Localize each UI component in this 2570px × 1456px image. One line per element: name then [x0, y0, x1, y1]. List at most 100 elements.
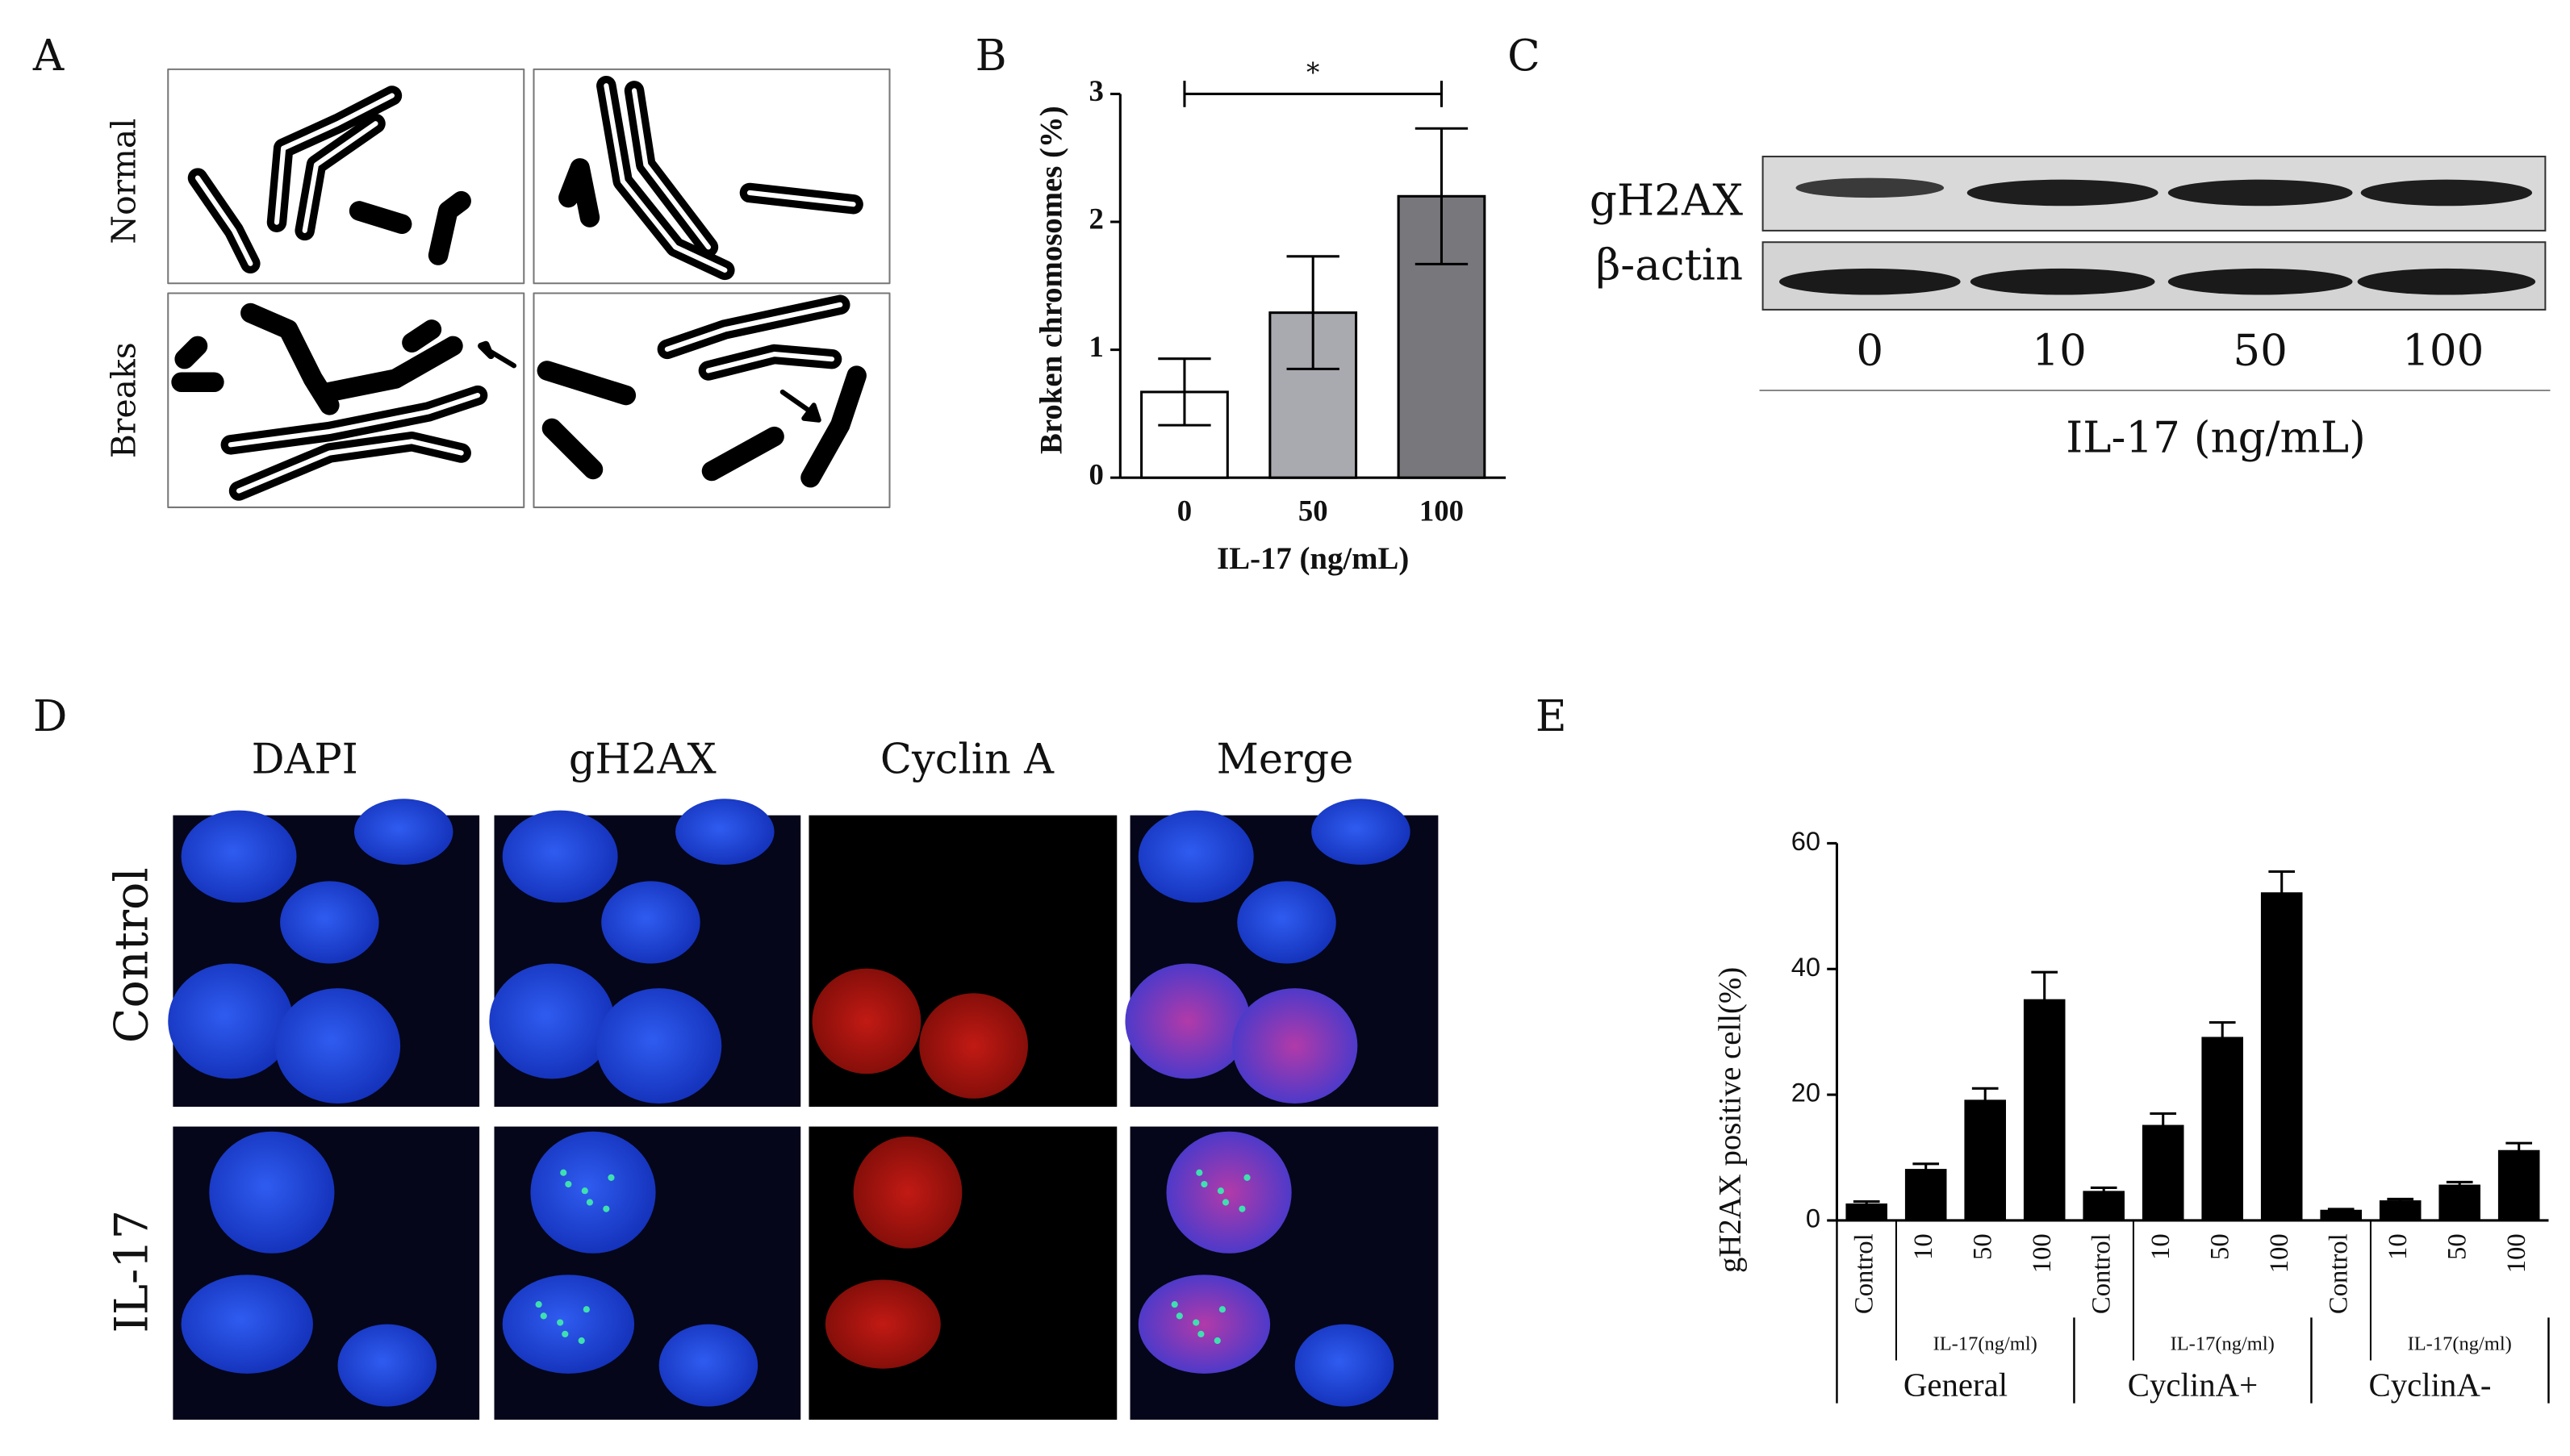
lane-label: 10: [2032, 326, 2087, 376]
bar: [2083, 1191, 2125, 1222]
focus: [608, 1174, 615, 1181]
column-label: DAPI: [252, 736, 358, 783]
y-tick-label: 0: [1089, 458, 1104, 491]
focus: [1214, 1337, 1221, 1345]
y-tick-label: 20: [1791, 1078, 1820, 1108]
nucleus: [502, 1275, 635, 1374]
band: [1779, 268, 1961, 295]
nucleus: [1232, 988, 1358, 1103]
subgroup-label: IL-17(ng/ml): [1933, 1333, 2037, 1355]
focus: [1239, 1205, 1246, 1212]
image-frame: [167, 68, 525, 285]
focus: [1176, 1312, 1183, 1320]
nucleus: [812, 968, 921, 1074]
panel-letter: B: [976, 31, 1007, 81]
y-axis-label: gH2AX positive cell(%): [1713, 967, 1748, 1273]
x-tick-label: 100: [2028, 1233, 2057, 1273]
microscopy-grid: [168, 799, 1439, 1420]
nucleus: [489, 963, 615, 1079]
band: [2167, 268, 2353, 295]
nucleus: [1125, 963, 1251, 1079]
bar: [2438, 1184, 2480, 1222]
y-tick-label: 2: [1089, 202, 1104, 235]
nucleus: [596, 988, 722, 1103]
focus: [540, 1312, 547, 1320]
focus: [1217, 1187, 1224, 1195]
bar: [2201, 1037, 2243, 1222]
x-axis-label: IL-17 (ng/mL): [1217, 541, 1409, 576]
nucleus: [337, 1324, 437, 1407]
band: [1970, 268, 2155, 295]
focus: [562, 1330, 569, 1337]
lane-label: 100: [2402, 326, 2484, 376]
nucleus: [209, 1131, 335, 1254]
x-tick-label: 10: [2384, 1233, 2413, 1260]
row-label: Breaks: [105, 342, 144, 458]
focus: [1171, 1301, 1178, 1308]
nucleus: [353, 799, 453, 865]
panel-letter: A: [32, 31, 65, 81]
y-tick-label: 40: [1791, 952, 1820, 982]
chromatid-gaps: [194, 83, 856, 494]
y-tick-label: 0: [1806, 1204, 1820, 1233]
focus: [586, 1199, 593, 1206]
nucleus: [1138, 810, 1254, 903]
bar: [2497, 1149, 2540, 1222]
subgroup-label: IL-17(ng/ml): [2171, 1333, 2275, 1355]
subgroup-label: IL-17(ng/ml): [2408, 1333, 2512, 1355]
row-label: IL-17: [105, 1210, 158, 1333]
y-axis-label: Broken chromosomes (%): [1034, 106, 1069, 454]
focus: [560, 1169, 567, 1176]
x-tick-label: 10: [2146, 1233, 2175, 1260]
nucleus: [1311, 799, 1410, 865]
bar: [2260, 892, 2303, 1222]
band: [2167, 179, 2353, 207]
blot-row-label: β-actin: [1596, 240, 1743, 290]
nucleus: [1294, 1324, 1394, 1407]
band: [1966, 179, 2158, 207]
nucleus: [825, 1279, 941, 1369]
focus: [557, 1319, 564, 1326]
nucleus: [675, 799, 775, 865]
bar: [2379, 1200, 2422, 1222]
x-tick-label: 50: [2206, 1233, 2235, 1260]
x-tick-label: Control: [1850, 1233, 1879, 1314]
arrow-head: [801, 403, 821, 423]
nucleus: [853, 1136, 963, 1249]
x-tick-label: 100: [1419, 494, 1464, 528]
band: [2360, 179, 2533, 207]
focus: [603, 1205, 610, 1212]
arrow-head: [478, 340, 495, 360]
x-tick-label: 50: [1969, 1233, 1998, 1260]
bar: [1845, 1203, 1887, 1222]
group-label: General: [1903, 1367, 2008, 1404]
lane-label: 50: [2233, 326, 2288, 376]
micrograph: [809, 1126, 1118, 1420]
nucleus: [658, 1324, 758, 1407]
focus: [535, 1301, 542, 1308]
nucleus: [1166, 1131, 1292, 1254]
panel-letter: C: [1507, 31, 1540, 81]
band: [1795, 177, 1945, 198]
nucleus: [1237, 881, 1336, 964]
nucleus: [274, 988, 401, 1103]
focus: [565, 1180, 572, 1188]
focus: [583, 1306, 590, 1313]
group-label: CyclinA-: [2368, 1367, 2491, 1404]
focus: [1201, 1180, 1208, 1188]
nucleus: [530, 1131, 656, 1254]
focus: [1218, 1306, 1226, 1313]
significance-label: *: [1306, 57, 1319, 88]
column-label: Cyclin A: [880, 736, 1055, 783]
group-label: CyclinA+: [2128, 1367, 2258, 1404]
nucleus: [181, 1275, 313, 1374]
x-tick-label: 50: [1298, 494, 1328, 528]
nucleus: [1138, 1275, 1271, 1374]
focus: [578, 1337, 585, 1345]
x-tick-label: 50: [2443, 1233, 2472, 1260]
panel-letter: E: [1536, 691, 1567, 741]
focus: [1243, 1174, 1251, 1181]
bar: [1964, 1099, 2006, 1222]
